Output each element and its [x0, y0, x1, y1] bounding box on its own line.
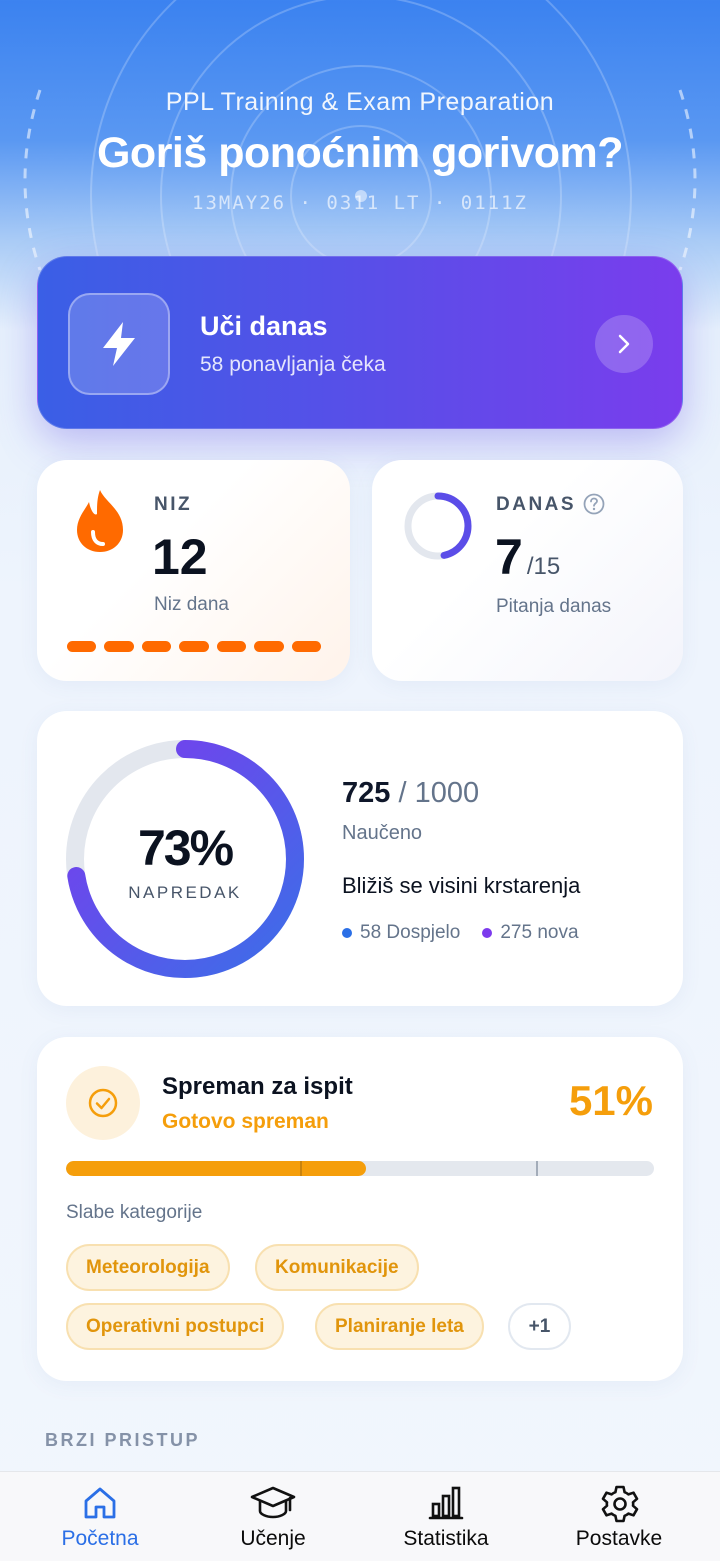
flame-icon: [77, 490, 123, 552]
tab-statistics-label: Statistika: [403, 1527, 489, 1550]
readiness-title: Spreman za ispit: [162, 1073, 353, 1100]
graduation-cap-icon: [250, 1486, 296, 1519]
learned-caption: Naučeno: [342, 822, 423, 844]
help-icon[interactable]: [583, 493, 605, 515]
learn-today-card[interactable]: Uči danas 58 ponavljanja čeka: [37, 256, 683, 429]
weak-categories-label: Slabe kategorije: [66, 1202, 203, 1223]
streak-caption: Niz dana: [154, 594, 229, 615]
new-dot-icon: [482, 928, 493, 938]
today-answered: 7: [495, 529, 523, 585]
tab-learning[interactable]: Učenje: [183, 1472, 363, 1561]
exam-readiness-card[interactable]: Spreman za ispit Gotovo spreman 51% Slab…: [37, 1037, 683, 1381]
streak-days-bar: [67, 641, 321, 652]
overall-progress-ring: [66, 740, 304, 978]
weak-category-chip[interactable]: Operativni postupci: [66, 1303, 285, 1350]
home-icon: [84, 1487, 116, 1519]
greeting-title: Goriš ponoćnim gorivom?: [96, 129, 624, 177]
weak-category-chip[interactable]: Planiranje leta: [315, 1303, 484, 1350]
tab-bar: Početna Učenje Statistika Postavke: [0, 1471, 720, 1561]
app-subtitle: PPL Training & Exam Preparation: [165, 88, 555, 116]
streak-day-segment: [104, 641, 134, 652]
readiness-bar: [66, 1161, 654, 1176]
readiness-status: Gotovo spreman: [162, 1110, 329, 1133]
progress-ring-label: NAPREDAK: [128, 883, 242, 902]
progress-message: Bližiš se visini krstarenja: [342, 873, 581, 898]
weak-category-chip[interactable]: Komunikacije: [255, 1244, 419, 1291]
today-label: DANAS: [496, 494, 577, 515]
tab-learning-label: Učenje: [240, 1527, 306, 1550]
streak-day-segment: [216, 641, 247, 652]
due-count: 58 Dospjelo: [360, 922, 461, 943]
total-count: / 1000: [398, 777, 480, 809]
quick-access-label: BRZI PRISTUP: [45, 1430, 201, 1450]
tab-settings-label: Postavke: [575, 1527, 663, 1550]
weak-category-chip[interactable]: Meteorologija: [66, 1244, 230, 1291]
new-count: 275 nova: [500, 922, 579, 943]
tab-settings[interactable]: Postavke: [529, 1472, 709, 1561]
progress-card[interactable]: 73% NAPREDAK 725 / 1000 Naučeno Bližiš s…: [37, 711, 683, 1006]
more-categories-chip[interactable]: +1: [508, 1303, 571, 1350]
streak-label: NIZ: [154, 494, 193, 515]
bar-chart-icon: [428, 1486, 464, 1520]
time-readout: 13MAY26 · 0311 LT · 0111Z: [192, 192, 528, 214]
today-card[interactable]: DANAS 7 /15 Pitanja danas: [372, 460, 683, 681]
streak-day-segment: [254, 641, 284, 652]
chevron-right-icon[interactable]: [595, 315, 653, 373]
today-total: /15: [526, 553, 561, 580]
check-circle-icon: [66, 1066, 140, 1140]
tab-home[interactable]: Početna: [10, 1472, 190, 1561]
today-progress-ring: [404, 492, 472, 560]
streak-card[interactable]: NIZ 12 Niz dana: [37, 460, 350, 681]
bolt-icon: [68, 293, 170, 395]
progress-percent: 73%: [137, 820, 234, 876]
reviews-pending-text: 58 ponavljanja čeka: [200, 353, 386, 376]
learned-count: 725: [342, 777, 391, 809]
streak-day-segment: [179, 641, 209, 652]
readiness-percent: 51%: [568, 1077, 653, 1124]
tab-home-label: Početna: [61, 1527, 139, 1550]
streak-day-segment: [141, 641, 172, 652]
gear-icon: [601, 1485, 639, 1523]
tab-statistics[interactable]: Statistika: [356, 1472, 536, 1561]
streak-day-segment: [67, 641, 97, 652]
streak-day-segment: [291, 641, 321, 652]
learn-today-title: Uči danas: [200, 311, 328, 341]
today-caption: Pitanja danas: [496, 596, 612, 617]
due-dot-icon: [342, 928, 352, 938]
streak-value: 12: [152, 529, 208, 585]
